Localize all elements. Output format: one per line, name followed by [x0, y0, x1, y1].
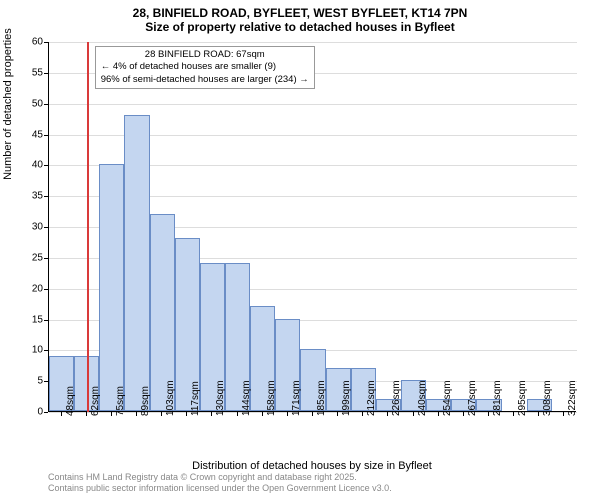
ytick-mark — [44, 135, 48, 136]
ytick-mark — [44, 227, 48, 228]
annotation-line2: ← 4% of detached houses are smaller (9) — [101, 61, 309, 73]
y-axis-label: Number of detached properties — [2, 28, 14, 180]
footer-line1: Contains HM Land Registry data © Crown c… — [48, 472, 392, 483]
ytick-mark — [44, 320, 48, 321]
xtick-mark — [488, 412, 489, 416]
ytick-label: 15 — [23, 314, 43, 325]
gridline — [49, 42, 577, 43]
ytick-label: 55 — [23, 67, 43, 78]
annotation-box: 28 BINFIELD ROAD: 67sqm ← 4% of detached… — [95, 46, 315, 89]
chart: 28 BINFIELD ROAD: 67sqm ← 4% of detached… — [48, 42, 576, 412]
plot-area: 28 BINFIELD ROAD: 67sqm ← 4% of detached… — [48, 42, 576, 412]
ytick-label: 45 — [23, 129, 43, 140]
ytick-label: 30 — [23, 222, 43, 233]
xtick-mark — [538, 412, 539, 416]
title-line1: 28, BINFIELD ROAD, BYFLEET, WEST BYFLEET… — [0, 0, 600, 20]
xtick-mark — [362, 412, 363, 416]
xtick-label: 267sqm — [467, 380, 478, 416]
xtick-label: 281sqm — [492, 380, 503, 416]
xtick-mark — [312, 412, 313, 416]
xtick-label: 75sqm — [115, 386, 126, 416]
xtick-mark — [161, 412, 162, 416]
xtick-mark — [463, 412, 464, 416]
annotation-line3: 96% of semi-detached houses are larger (… — [101, 74, 309, 86]
xtick-label: 62sqm — [90, 386, 101, 416]
ytick-label: 5 — [23, 376, 43, 387]
xtick-label: 199sqm — [341, 380, 352, 416]
bar — [124, 115, 149, 411]
xtick-label: 226sqm — [391, 380, 402, 416]
ytick-mark — [44, 42, 48, 43]
xtick-mark — [86, 412, 87, 416]
annotation-line1: 28 BINFIELD ROAD: 67sqm — [101, 49, 309, 61]
ytick-label: 35 — [23, 191, 43, 202]
ytick-label: 40 — [23, 160, 43, 171]
ytick-mark — [44, 381, 48, 382]
ytick-mark — [44, 104, 48, 105]
xtick-label: 322sqm — [567, 380, 578, 416]
xtick-label: 103sqm — [165, 380, 176, 416]
ytick-mark — [44, 165, 48, 166]
xtick-mark — [337, 412, 338, 416]
xtick-mark — [211, 412, 212, 416]
ytick-label: 50 — [23, 98, 43, 109]
xtick-label: 117sqm — [190, 381, 201, 416]
xtick-mark — [61, 412, 62, 416]
xtick-label: 48sqm — [65, 386, 76, 416]
reference-line — [87, 42, 89, 412]
xtick-label: 171sqm — [291, 380, 302, 416]
xtick-label: 144sqm — [241, 380, 252, 416]
title-line2: Size of property relative to detached ho… — [0, 20, 600, 38]
footer: Contains HM Land Registry data © Crown c… — [48, 472, 392, 495]
xtick-label: 254sqm — [442, 380, 453, 416]
xtick-label: 295sqm — [517, 380, 528, 416]
xtick-label: 130sqm — [215, 380, 226, 416]
xtick-mark — [387, 412, 388, 416]
ytick-mark — [44, 412, 48, 413]
ytick-mark — [44, 289, 48, 290]
xtick-mark — [237, 412, 238, 416]
xtick-mark — [111, 412, 112, 416]
xtick-mark — [186, 412, 187, 416]
xtick-mark — [438, 412, 439, 416]
xtick-mark — [513, 412, 514, 416]
xtick-mark — [287, 412, 288, 416]
xtick-mark — [262, 412, 263, 416]
ytick-mark — [44, 258, 48, 259]
xtick-label: 158sqm — [266, 380, 277, 416]
ytick-mark — [44, 196, 48, 197]
ytick-label: 0 — [23, 407, 43, 418]
ytick-label: 25 — [23, 252, 43, 263]
xtick-label: 240sqm — [417, 380, 428, 416]
bar — [99, 164, 124, 411]
xtick-mark — [136, 412, 137, 416]
gridline — [49, 104, 577, 105]
ytick-mark — [44, 350, 48, 351]
ytick-mark — [44, 73, 48, 74]
ytick-label: 20 — [23, 283, 43, 294]
ytick-label: 60 — [23, 37, 43, 48]
xtick-label: 185sqm — [316, 380, 327, 416]
xtick-label: 308sqm — [542, 380, 553, 416]
xtick-mark — [413, 412, 414, 416]
xtick-label: 212sqm — [366, 380, 377, 416]
ytick-label: 10 — [23, 345, 43, 356]
footer-line2: Contains public sector information licen… — [48, 483, 392, 494]
x-axis-label: Distribution of detached houses by size … — [192, 460, 432, 472]
xtick-label: 89sqm — [140, 386, 151, 416]
xtick-mark — [563, 412, 564, 416]
